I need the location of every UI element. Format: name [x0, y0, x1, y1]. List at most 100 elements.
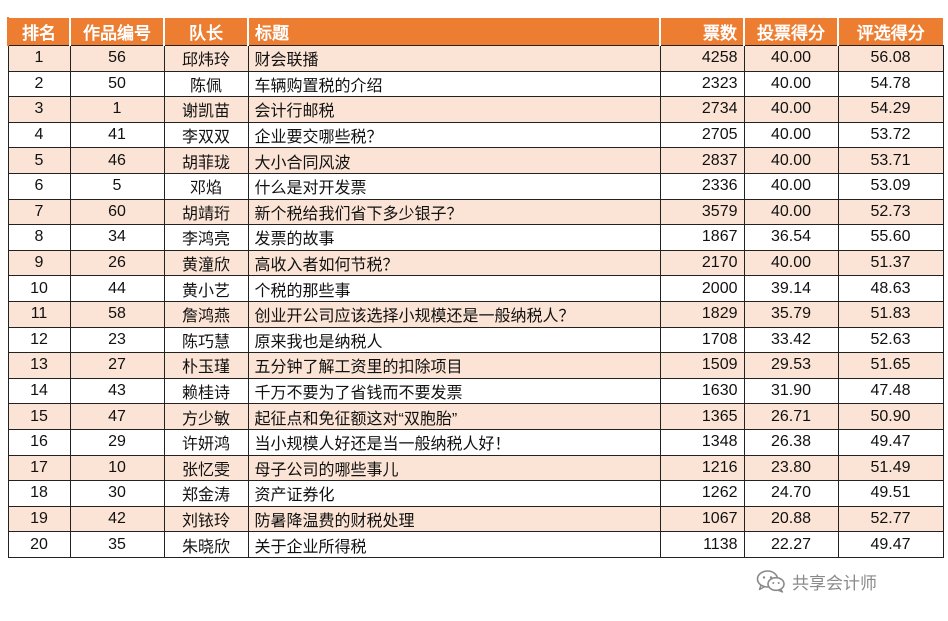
cell-title: 起征点和免征额这对“双胞胎” — [247, 403, 661, 430]
cell-rank: 4 — [7, 121, 71, 149]
table-row: 6 5 邓焰 什么是对开发票 2336 40.00 53.09 — [7, 172, 944, 200]
cell-vote-score: 31.90 — [743, 377, 839, 405]
cell-work-no: 58 — [69, 300, 165, 328]
cell-leader: 张忆雯 — [163, 454, 249, 482]
table-row: 16 29 许妍鸿 当小规模人好还是当一般纳税人好！ 1348 26.38 49.47 — [7, 428, 944, 456]
cell-leader: 陈佩 — [163, 70, 249, 98]
cell-rank: 18 — [7, 480, 71, 507]
cell-rank: 2 — [7, 70, 71, 98]
table-row: 15 47 方少敏 起征点和免征额这对“双胞胎” 1365 26.71 50.90 — [7, 403, 944, 430]
cell-work-no: 46 — [69, 147, 165, 174]
cell-work-no: 43 — [69, 377, 165, 405]
table-row: 14 43 赖桂诗 千万不要为了省钱而不要发票 1630 31.90 47.48 — [7, 377, 944, 405]
cell-rank: 17 — [7, 454, 71, 482]
cell-leader: 詹鸿燕 — [163, 300, 249, 328]
cell-leader: 刘铱玲 — [163, 505, 249, 533]
cell-vote-score: 29.53 — [743, 352, 839, 379]
cell-work-no: 56 — [69, 45, 165, 72]
table-row: 20 35 朱晓欣 关于企业所得税 1138 22.27 49.47 — [7, 531, 944, 558]
cell-vote-score: 23.80 — [743, 454, 839, 482]
cell-leader: 许妍鸿 — [163, 428, 249, 456]
cell-title: 个税的那些事 — [247, 275, 661, 302]
cell-rank: 10 — [7, 275, 71, 302]
cell-eval-score: 56.08 — [837, 45, 944, 72]
cell-title: 创业开公司应该选择小规模还是一般纳税人？ — [247, 300, 661, 328]
cell-vote-score: 40.00 — [743, 147, 839, 174]
cell-rank: 12 — [7, 326, 71, 354]
cell-title: 千万不要为了省钱而不要发票 — [247, 377, 661, 405]
cell-votes: 1630 — [659, 377, 745, 405]
cell-votes: 2336 — [659, 172, 745, 200]
cell-votes: 1867 — [659, 224, 745, 251]
cell-eval-score: 54.29 — [837, 96, 944, 123]
table-row: 7 60 胡靖珩 新个税给我们省下多少银子？ 3579 40.00 52.73 — [7, 198, 944, 226]
cell-vote-score: 39.14 — [743, 275, 839, 302]
table-row: 10 44 黄小艺 个税的那些事 2000 39.14 48.63 — [7, 275, 944, 302]
table-row: 8 34 李鸿亮 发票的故事 1867 36.54 55.60 — [7, 224, 944, 251]
cell-vote-score: 33.42 — [743, 326, 839, 354]
cell-vote-score: 24.70 — [743, 480, 839, 507]
cell-vote-score: 40.00 — [743, 121, 839, 149]
cell-title: 会计行邮税 — [247, 96, 661, 123]
cell-title: 发票的故事 — [247, 224, 661, 251]
cell-eval-score: 53.72 — [837, 121, 944, 149]
cell-vote-score: 26.38 — [743, 428, 839, 456]
table-row: 2 50 陈佩 车辆购置税的介绍 2323 40.00 54.78 — [7, 70, 944, 98]
cell-votes: 2000 — [659, 275, 745, 302]
cell-leader: 邓焰 — [163, 172, 249, 200]
header-votes: 票数 — [659, 17, 745, 46]
cell-rank: 9 — [7, 249, 71, 277]
table-row: 12 23 陈巧慧 原来我也是纳税人 1708 33.42 52.63 — [7, 326, 944, 354]
cell-eval-score: 55.60 — [837, 224, 944, 251]
cell-title: 原来我也是纳税人 — [247, 326, 661, 354]
cell-work-no: 35 — [69, 531, 165, 558]
cell-title: 五分钟了解工资里的扣除项目 — [247, 352, 661, 379]
cell-vote-score: 20.88 — [743, 505, 839, 533]
table-row: 3 1 谢凯苗 会计行邮税 2734 40.00 54.29 — [7, 96, 944, 123]
cell-rank: 5 — [7, 147, 71, 174]
watermark-text: 共享会计师 — [792, 573, 877, 594]
cell-eval-score: 52.73 — [837, 198, 944, 226]
cell-title: 关于企业所得税 — [247, 531, 661, 558]
cell-work-no: 42 — [69, 505, 165, 533]
cell-vote-score: 36.54 — [743, 224, 839, 251]
cell-leader: 方少敏 — [163, 403, 249, 430]
cell-work-no: 47 — [69, 403, 165, 430]
cell-leader: 邱炜玲 — [163, 45, 249, 72]
header-work-no: 作品编号 — [69, 17, 165, 46]
cell-leader: 胡靖珩 — [163, 198, 249, 226]
table-row: 13 27 朴玉瑾 五分钟了解工资里的扣除项目 1509 29.53 51.65 — [7, 352, 944, 379]
cell-leader: 黄小艺 — [163, 275, 249, 302]
cell-vote-score: 40.00 — [743, 172, 839, 200]
cell-leader: 李鸿亮 — [163, 224, 249, 251]
cell-title: 新个税给我们省下多少银子？ — [247, 198, 661, 226]
table-row: 9 26 黄潼欣 高收入者如何节税？ 2170 40.00 51.37 — [7, 249, 944, 277]
cell-leader: 朴玉瑾 — [163, 352, 249, 379]
cell-title: 大小合同风波 — [247, 147, 661, 174]
cell-title: 什么是对开发票 — [247, 172, 661, 200]
cell-rank: 3 — [7, 96, 71, 123]
cell-leader: 朱晓欣 — [163, 531, 249, 558]
cell-eval-score: 52.63 — [837, 326, 944, 354]
cell-votes: 2170 — [659, 249, 745, 277]
cell-eval-score: 49.51 — [837, 480, 944, 507]
cell-leader: 胡菲珑 — [163, 147, 249, 174]
cell-vote-score: 40.00 — [743, 96, 839, 123]
cell-eval-score: 47.48 — [837, 377, 944, 405]
header-eval-score: 评选得分 — [837, 17, 944, 46]
cell-work-no: 29 — [69, 428, 165, 456]
cell-rank: 14 — [7, 377, 71, 405]
cell-rank: 16 — [7, 428, 71, 456]
cell-vote-score: 40.00 — [743, 249, 839, 277]
cell-title: 企业要交哪些税？ — [247, 121, 661, 149]
cell-eval-score: 49.47 — [837, 428, 944, 456]
cell-eval-score: 49.47 — [837, 531, 944, 558]
cell-rank: 15 — [7, 403, 71, 430]
cell-work-no: 44 — [69, 275, 165, 302]
cell-vote-score: 22.27 — [743, 531, 839, 558]
cell-eval-score: 48.63 — [837, 275, 944, 302]
cell-votes: 1067 — [659, 505, 745, 533]
cell-rank: 1 — [7, 45, 71, 72]
cell-vote-score: 35.79 — [743, 300, 839, 328]
cell-work-no: 34 — [69, 224, 165, 251]
